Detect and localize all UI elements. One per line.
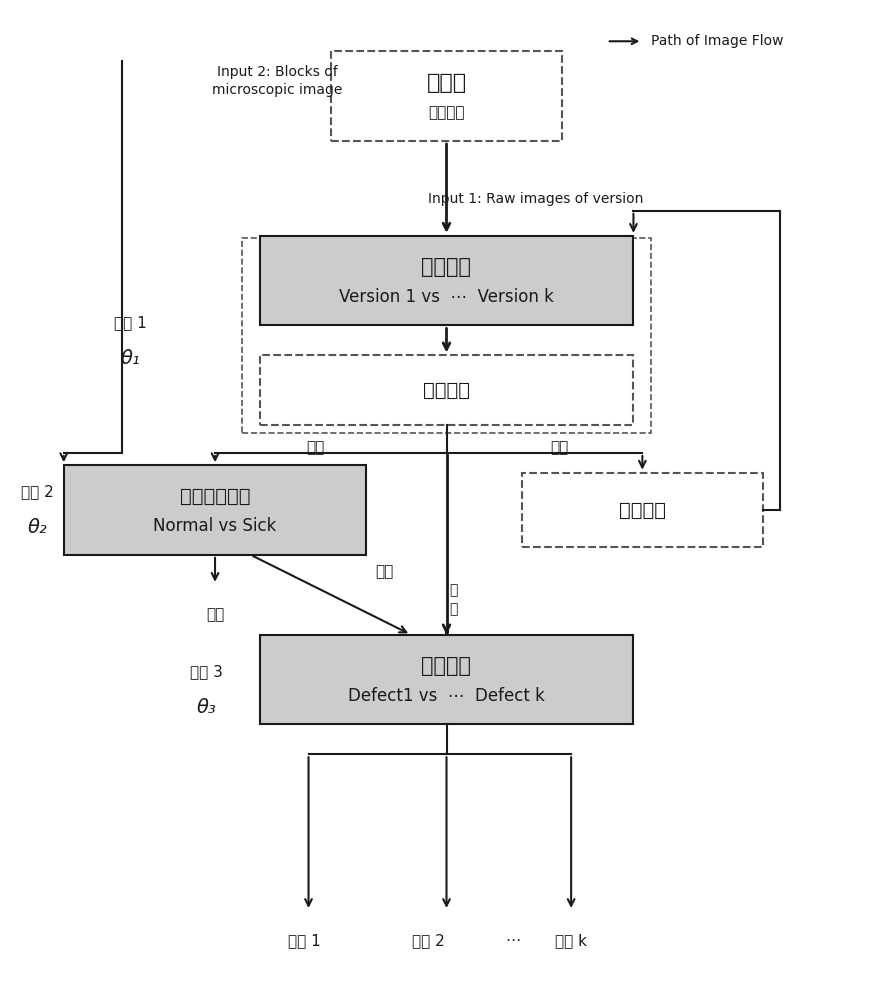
Text: θ₂: θ₂ bbox=[27, 518, 46, 537]
Text: 身份识别: 身份识别 bbox=[421, 257, 472, 277]
Text: 类型 2: 类型 2 bbox=[413, 933, 445, 948]
Text: 正: 正 bbox=[449, 603, 458, 617]
Text: 阶段 1: 阶段 1 bbox=[114, 315, 146, 330]
Text: Normal vs Sick: Normal vs Sick bbox=[154, 517, 277, 535]
Text: ⋯: ⋯ bbox=[505, 933, 521, 948]
Text: 预警模块: 预警模块 bbox=[619, 500, 666, 519]
Text: Defect1 vs  ⋯  Defect k: Defect1 vs ⋯ Defect k bbox=[348, 687, 545, 705]
Text: 多尺度: 多尺度 bbox=[427, 73, 466, 93]
Text: 成像模块: 成像模块 bbox=[429, 105, 464, 120]
Bar bbox=[63, 465, 366, 555]
Text: Version 1 vs  ⋯  Version k: Version 1 vs ⋯ Version k bbox=[339, 288, 554, 306]
Text: 模型选择: 模型选择 bbox=[423, 381, 470, 400]
Bar bbox=[260, 635, 633, 724]
Bar bbox=[242, 238, 651, 433]
Text: 类型 1: 类型 1 bbox=[288, 933, 321, 948]
Text: 正常: 正常 bbox=[306, 441, 325, 456]
Text: 正常: 正常 bbox=[206, 607, 224, 622]
Text: 阶段 2: 阶段 2 bbox=[21, 485, 54, 500]
Text: 病态: 病态 bbox=[375, 564, 394, 579]
Bar bbox=[260, 355, 633, 425]
Text: Input 2: Blocks of
microscopic image: Input 2: Blocks of microscopic image bbox=[213, 65, 343, 97]
Text: Path of Image Flow: Path of Image Flow bbox=[651, 34, 784, 48]
Text: Input 1: Raw images of version: Input 1: Raw images of version bbox=[428, 192, 643, 206]
Text: θ₁: θ₁ bbox=[121, 349, 140, 368]
Text: 阶段 3: 阶段 3 bbox=[189, 664, 222, 679]
Text: 丢失: 丢失 bbox=[550, 441, 569, 456]
Bar bbox=[260, 236, 633, 325]
Bar bbox=[522, 473, 763, 547]
Text: 类型 k: 类型 k bbox=[555, 933, 587, 948]
Text: 故障溯源: 故障溯源 bbox=[421, 656, 472, 676]
Text: θ₃: θ₃ bbox=[196, 698, 216, 717]
Text: 健康状态分类: 健康状态分类 bbox=[179, 487, 250, 506]
Bar bbox=[330, 51, 563, 141]
Text: 矫: 矫 bbox=[449, 583, 458, 597]
